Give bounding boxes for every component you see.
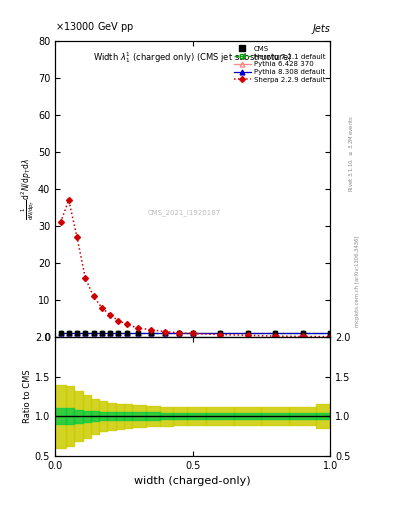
Text: Jets: Jets (312, 24, 330, 34)
Text: Rivet 3.1.10, $\geq$ 3.2M events: Rivet 3.1.10, $\geq$ 3.2M events (348, 115, 356, 192)
Text: Width $\lambda_{1}^{1}$ (charged only) (CMS jet substructure): Width $\lambda_{1}^{1}$ (charged only) (… (93, 50, 292, 65)
Legend: CMS, Herwig 7.2.1 default, Pythia 6.428 370, Pythia 8.308 default, Sherpa 2.2.9 : CMS, Herwig 7.2.1 default, Pythia 6.428 … (232, 45, 327, 84)
Y-axis label: $\frac{1}{\mathrm{d}N/\mathrm{d}p_T}\,\mathrm{d}^2N/\mathrm{d}p_T\,\mathrm{d}\la: $\frac{1}{\mathrm{d}N/\mathrm{d}p_T}\,\m… (20, 158, 37, 220)
Y-axis label: Ratio to CMS: Ratio to CMS (23, 370, 32, 423)
Text: $\times$13000 GeV pp: $\times$13000 GeV pp (55, 19, 134, 34)
X-axis label: width (charged-only): width (charged-only) (134, 476, 251, 486)
Text: CMS_2021_I1920187: CMS_2021_I1920187 (148, 209, 221, 216)
Text: mcplots.cern.ch [arXiv:1306.3436]: mcplots.cern.ch [arXiv:1306.3436] (355, 236, 360, 327)
